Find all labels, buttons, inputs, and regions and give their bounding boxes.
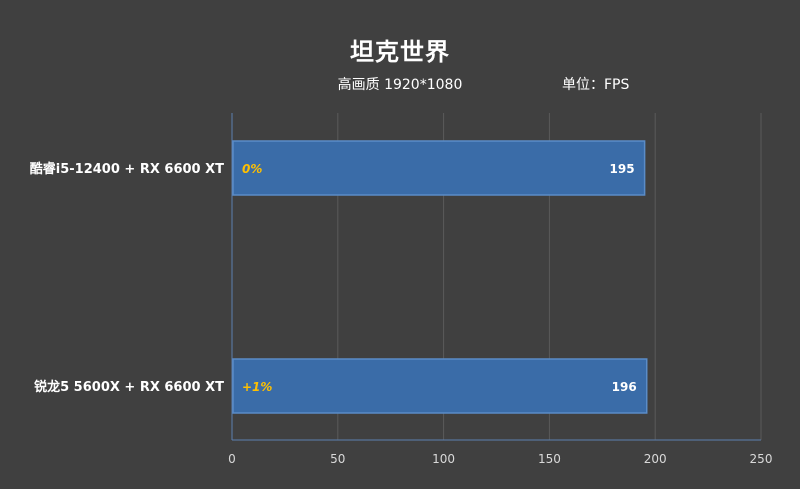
unit-label: 单位：FPS	[562, 77, 630, 93]
bar-1	[232, 358, 648, 414]
x-tick-label-3: 150	[538, 452, 561, 466]
category-label-1: 锐龙5 5600X + RX 6600 XT	[34, 379, 224, 395]
x-tick-label-5: 250	[750, 452, 773, 466]
x-tick-label-1: 50	[330, 452, 345, 466]
chart-subtitle: 高画质 1920*1080	[337, 77, 463, 93]
chart-title: 坦克世界	[350, 38, 450, 66]
bar-value-label-1: 196	[612, 380, 637, 394]
x-tick-label-4: 200	[644, 452, 667, 466]
x-tick-label-2: 100	[432, 452, 455, 466]
bar-value-label-0: 195	[610, 162, 635, 176]
category-label-0: 酷睿i5-12400 + RX 6600 XT	[30, 161, 224, 177]
percent-label-0: 0%	[242, 162, 262, 176]
bar-0	[232, 140, 646, 196]
x-tick-label-0: 0	[228, 452, 236, 466]
percent-label-1: +1%	[242, 380, 272, 394]
